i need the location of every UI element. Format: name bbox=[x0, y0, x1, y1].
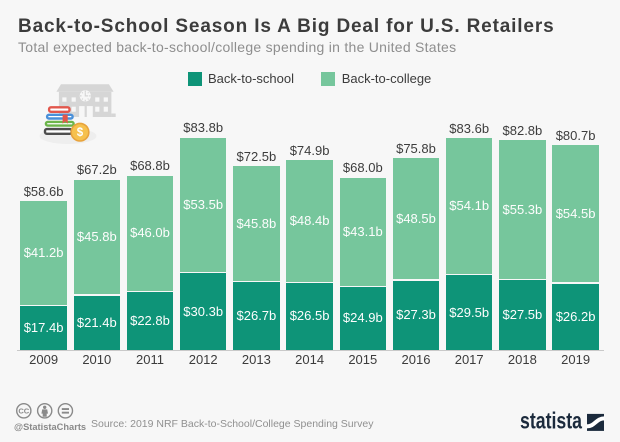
svg-text:CC: CC bbox=[19, 406, 30, 415]
svg-text:statista: statista bbox=[520, 408, 582, 432]
svg-text:$: $ bbox=[77, 127, 84, 139]
